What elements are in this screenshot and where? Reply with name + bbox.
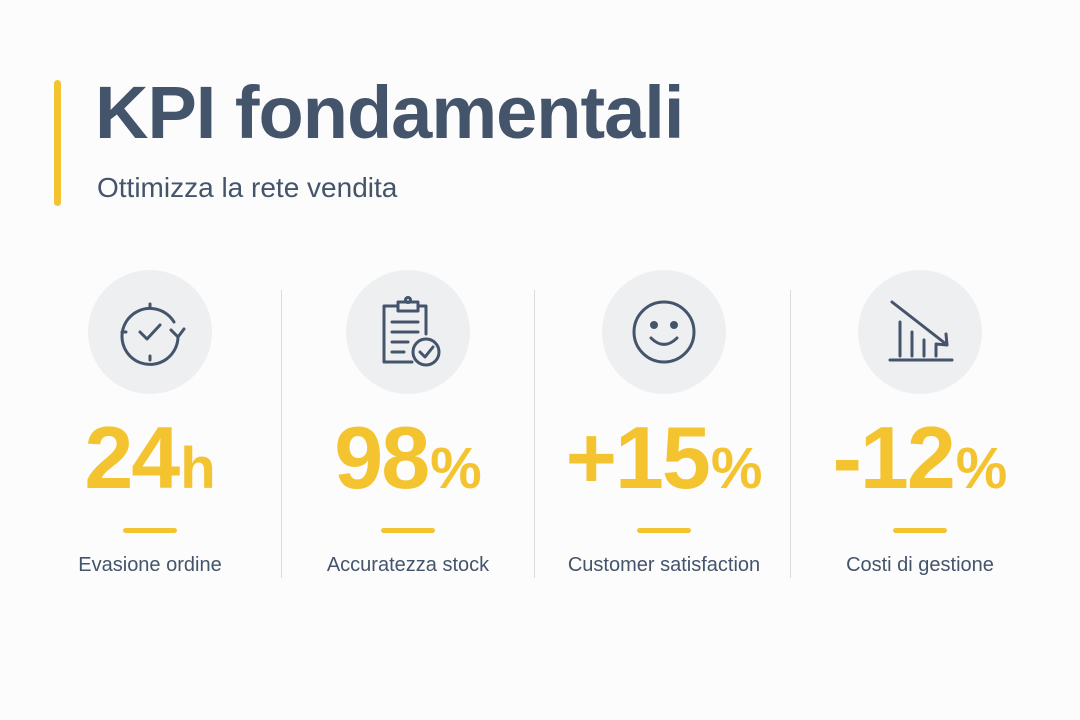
kpi-label: Customer satisfaction bbox=[567, 554, 761, 576]
kpi-icon-container bbox=[602, 270, 726, 394]
smiley-face-icon bbox=[632, 300, 696, 364]
kpi-unit: % bbox=[955, 436, 1008, 501]
kpi-unit: % bbox=[430, 436, 482, 501]
column-divider bbox=[790, 290, 791, 578]
kpi-icon-container bbox=[858, 270, 982, 394]
kpi-card-order-fulfillment: 24h Evasione ordine bbox=[20, 270, 280, 590]
column-divider bbox=[281, 290, 282, 578]
kpi-row: 24h Evasione ordine 98% Accuratezza stoc… bbox=[20, 270, 1060, 590]
chart-down-icon bbox=[888, 300, 954, 362]
page-subtitle: Ottimizza la rete vendita bbox=[97, 172, 398, 203]
kpi-icon-container bbox=[346, 270, 470, 394]
kpi-number: +15 bbox=[565, 408, 711, 507]
clipboard-check-icon bbox=[382, 296, 441, 367]
kpi-card-customer-satisfaction: +15% Customer satisfaction bbox=[534, 270, 794, 590]
kpi-underline bbox=[637, 528, 691, 533]
kpi-label: Evasione ordine bbox=[78, 554, 222, 576]
kpi-underline bbox=[381, 528, 435, 533]
kpi-underline bbox=[123, 528, 177, 533]
kpi-number: -12 bbox=[832, 408, 956, 507]
column-divider bbox=[534, 290, 535, 578]
kpi-card-management-costs: -12% Costi di gestione bbox=[790, 270, 1050, 590]
clock-refresh-icon bbox=[120, 302, 186, 366]
kpi-label: Costi di gestione bbox=[846, 554, 994, 576]
kpi-card-stock-accuracy: 98% Accuratezza stock bbox=[278, 270, 538, 590]
kpi-value: 24h bbox=[20, 408, 280, 507]
kpi-value: 98% bbox=[278, 408, 538, 507]
kpi-value: +15% bbox=[534, 408, 794, 507]
title-accent-bar bbox=[54, 80, 61, 206]
kpi-label: Accuratezza stock bbox=[326, 554, 490, 576]
kpi-icon-container bbox=[88, 270, 212, 394]
kpi-unit: h bbox=[180, 436, 216, 501]
kpi-unit: % bbox=[710, 436, 763, 501]
kpi-value: -12% bbox=[790, 408, 1050, 507]
page-title: KPI fondamentali bbox=[95, 71, 684, 154]
kpi-number: 24 bbox=[84, 408, 180, 507]
kpi-underline bbox=[893, 528, 947, 533]
kpi-number: 98 bbox=[334, 408, 430, 507]
